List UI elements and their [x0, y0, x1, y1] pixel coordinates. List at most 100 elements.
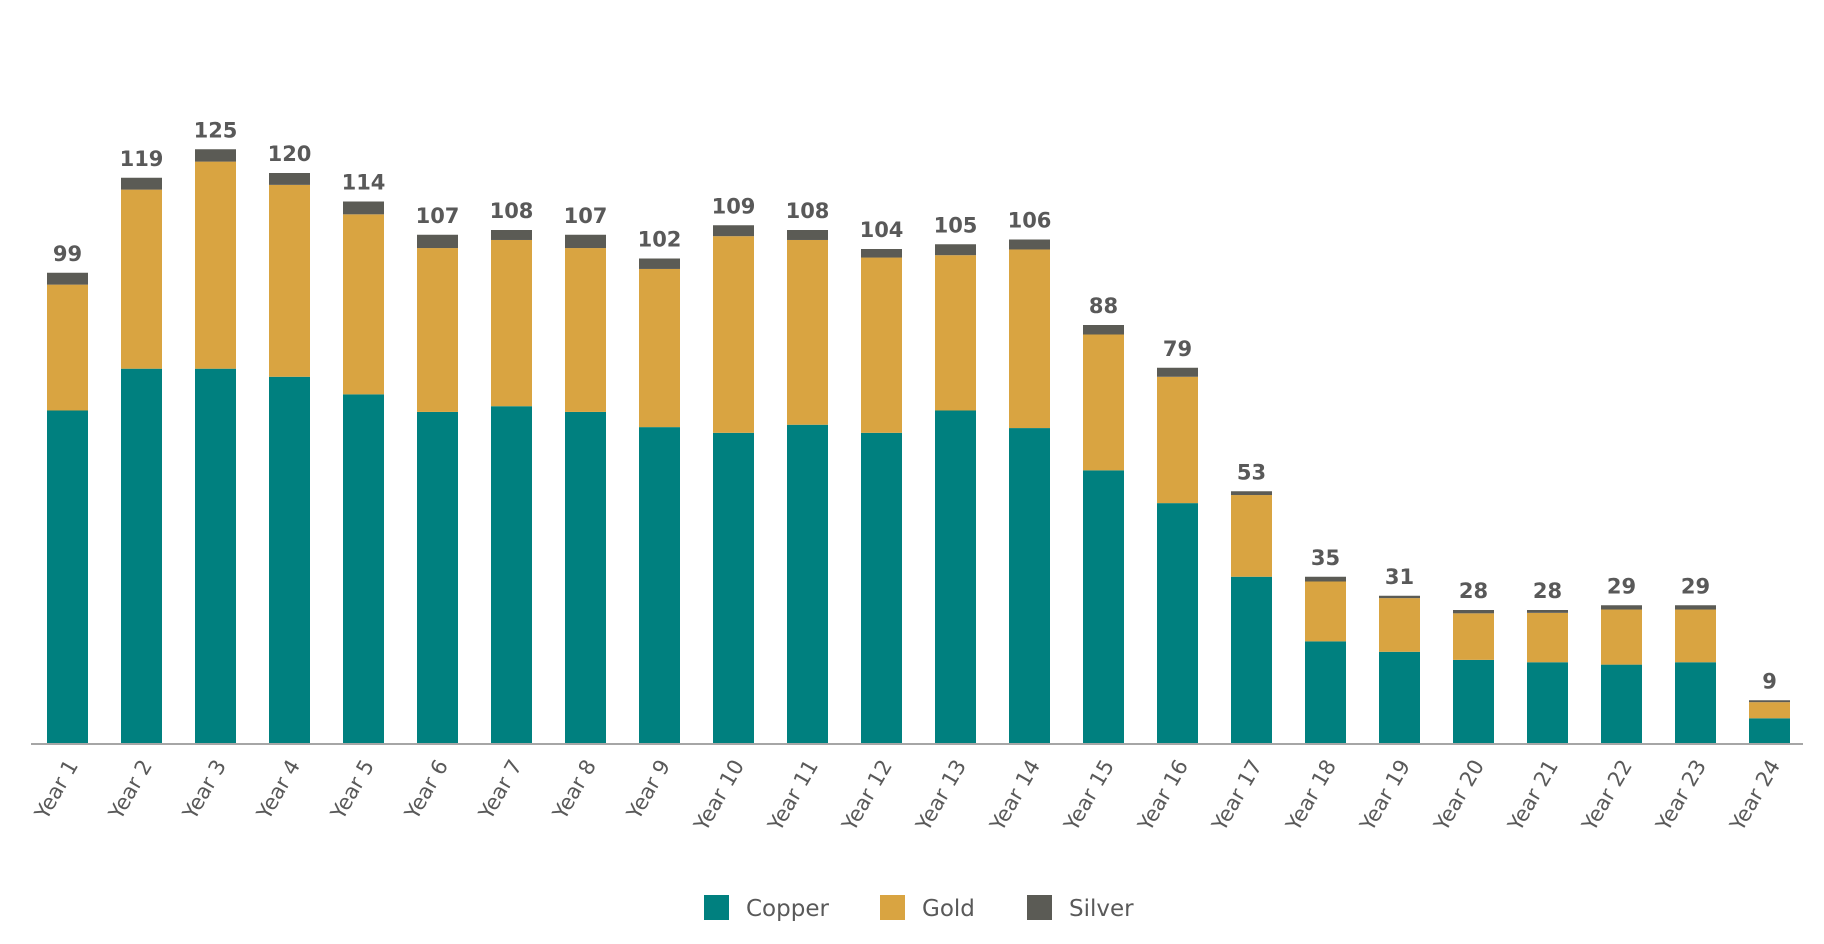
total-label: 28 — [1459, 579, 1488, 603]
bar-copper-17 — [1231, 576, 1272, 743]
x-tick-label: Year 11 — [763, 756, 823, 836]
x-tick-label: Year 2 — [103, 756, 157, 825]
bar-gold-22 — [1601, 609, 1642, 665]
bar-gold-12 — [861, 257, 902, 433]
bar-copper-4 — [269, 376, 310, 743]
bar-gold-2 — [121, 189, 162, 369]
bar-gold-5 — [343, 214, 384, 395]
x-tick-label: Year 24 — [1725, 756, 1785, 836]
total-label: 53 — [1237, 460, 1266, 484]
x-tick-label: Year 22 — [1577, 756, 1637, 836]
total-label: 109 — [712, 194, 756, 218]
bar-silver-6 — [417, 234, 458, 249]
x-tick-label: Year 13 — [911, 756, 971, 836]
x-tick-label: Year 21 — [1503, 756, 1563, 836]
bar-gold-18 — [1305, 581, 1346, 642]
bar-silver-20 — [1453, 610, 1494, 614]
x-tick-label: Year 20 — [1429, 756, 1489, 836]
total-label: 9 — [1762, 669, 1777, 693]
bar-copper-8 — [565, 411, 606, 743]
x-tick-label: Year 16 — [1133, 756, 1193, 836]
bar-silver-21 — [1527, 610, 1568, 613]
bar-silver-24 — [1749, 700, 1790, 703]
total-label: 79 — [1163, 337, 1192, 361]
x-tick-label: Year 7 — [473, 756, 527, 825]
x-tick-label: Year 3 — [177, 756, 231, 825]
bar-copper-2 — [121, 368, 162, 743]
legend-label-copper: Copper — [746, 896, 829, 922]
total-label: 114 — [342, 171, 386, 195]
bar-gold-21 — [1527, 612, 1568, 663]
bar-silver-16 — [1157, 367, 1198, 377]
x-tick-label: Year 1 — [29, 756, 83, 825]
bar-copper-13 — [935, 410, 976, 743]
bar-copper-5 — [343, 394, 384, 743]
bar-gold-6 — [417, 248, 458, 412]
x-tick-label: Year 18 — [1281, 756, 1341, 836]
total-label: 107 — [564, 204, 608, 228]
bar-gold-16 — [1157, 376, 1198, 504]
bar-silver-9 — [639, 258, 680, 269]
total-label: 120 — [268, 142, 312, 166]
bar-gold-19 — [1379, 598, 1420, 652]
legend-label-gold: Gold — [922, 896, 975, 922]
bar-gold-11 — [787, 239, 828, 425]
bar-copper-11 — [787, 424, 828, 743]
bar-silver-18 — [1305, 576, 1346, 582]
total-label: 108 — [786, 199, 830, 223]
bar-gold-10 — [713, 236, 754, 433]
x-tick-label: Year 17 — [1207, 756, 1267, 836]
total-label: 31 — [1385, 565, 1414, 589]
total-label: 104 — [860, 218, 904, 242]
bar-copper-21 — [1527, 662, 1568, 743]
bar-silver-22 — [1601, 605, 1642, 610]
bar-silver-19 — [1379, 595, 1420, 599]
bar-gold-20 — [1453, 613, 1494, 660]
bar-copper-14 — [1009, 428, 1050, 743]
bar-copper-20 — [1453, 659, 1494, 743]
bar-gold-17 — [1231, 495, 1272, 577]
bar-silver-12 — [861, 249, 902, 258]
bar-silver-11 — [787, 230, 828, 240]
total-label: 29 — [1607, 574, 1636, 598]
x-tick-label: Year 15 — [1059, 756, 1119, 836]
bar-copper-3 — [195, 368, 236, 743]
legend-label-silver: Silver — [1069, 896, 1134, 922]
legend-swatch-copper — [704, 895, 729, 920]
bar-copper-23 — [1675, 662, 1716, 743]
bar-gold-14 — [1009, 249, 1050, 429]
total-label: 28 — [1533, 579, 1562, 603]
total-label: 29 — [1681, 574, 1710, 598]
bar-silver-13 — [935, 244, 976, 256]
bar-copper-16 — [1157, 503, 1198, 743]
bar-silver-14 — [1009, 239, 1050, 250]
bar-silver-10 — [713, 225, 754, 237]
x-tick-label: Year 5 — [325, 756, 379, 825]
bar-copper-10 — [713, 432, 754, 743]
bar-gold-23 — [1675, 609, 1716, 663]
bar-silver-7 — [491, 230, 532, 240]
legend: Copper Gold Silver — [704, 895, 1134, 922]
bar-copper-6 — [417, 411, 458, 743]
x-tick-label: Year 10 — [689, 756, 749, 836]
legend-swatch-gold — [880, 895, 905, 920]
total-label: 108 — [490, 199, 534, 223]
bar-gold-7 — [491, 239, 532, 407]
bar-silver-5 — [343, 201, 384, 215]
bar-copper-12 — [861, 432, 902, 743]
x-tick-label: Year 6 — [399, 756, 453, 825]
bar-silver-23 — [1675, 605, 1716, 610]
x-tick-label: Year 9 — [621, 756, 675, 825]
bar-gold-3 — [195, 161, 236, 369]
bar-copper-19 — [1379, 651, 1420, 743]
bar-silver-15 — [1083, 325, 1124, 335]
bar-gold-9 — [639, 268, 680, 428]
x-tick-label: Year 14 — [985, 756, 1045, 836]
x-tick-label: Year 8 — [547, 756, 601, 825]
x-tick-labels: Year 1 Year 2 Year 3 Year 4 Year 5 Year 6 Year… — [29, 756, 1785, 836]
total-label: 35 — [1311, 546, 1340, 570]
total-label: 106 — [1008, 209, 1052, 233]
bar-silver-2 — [121, 177, 162, 190]
bars-layer: 99 119 125 120 114 107 108 107 102 109 108 104 105 10… — [47, 118, 1790, 743]
